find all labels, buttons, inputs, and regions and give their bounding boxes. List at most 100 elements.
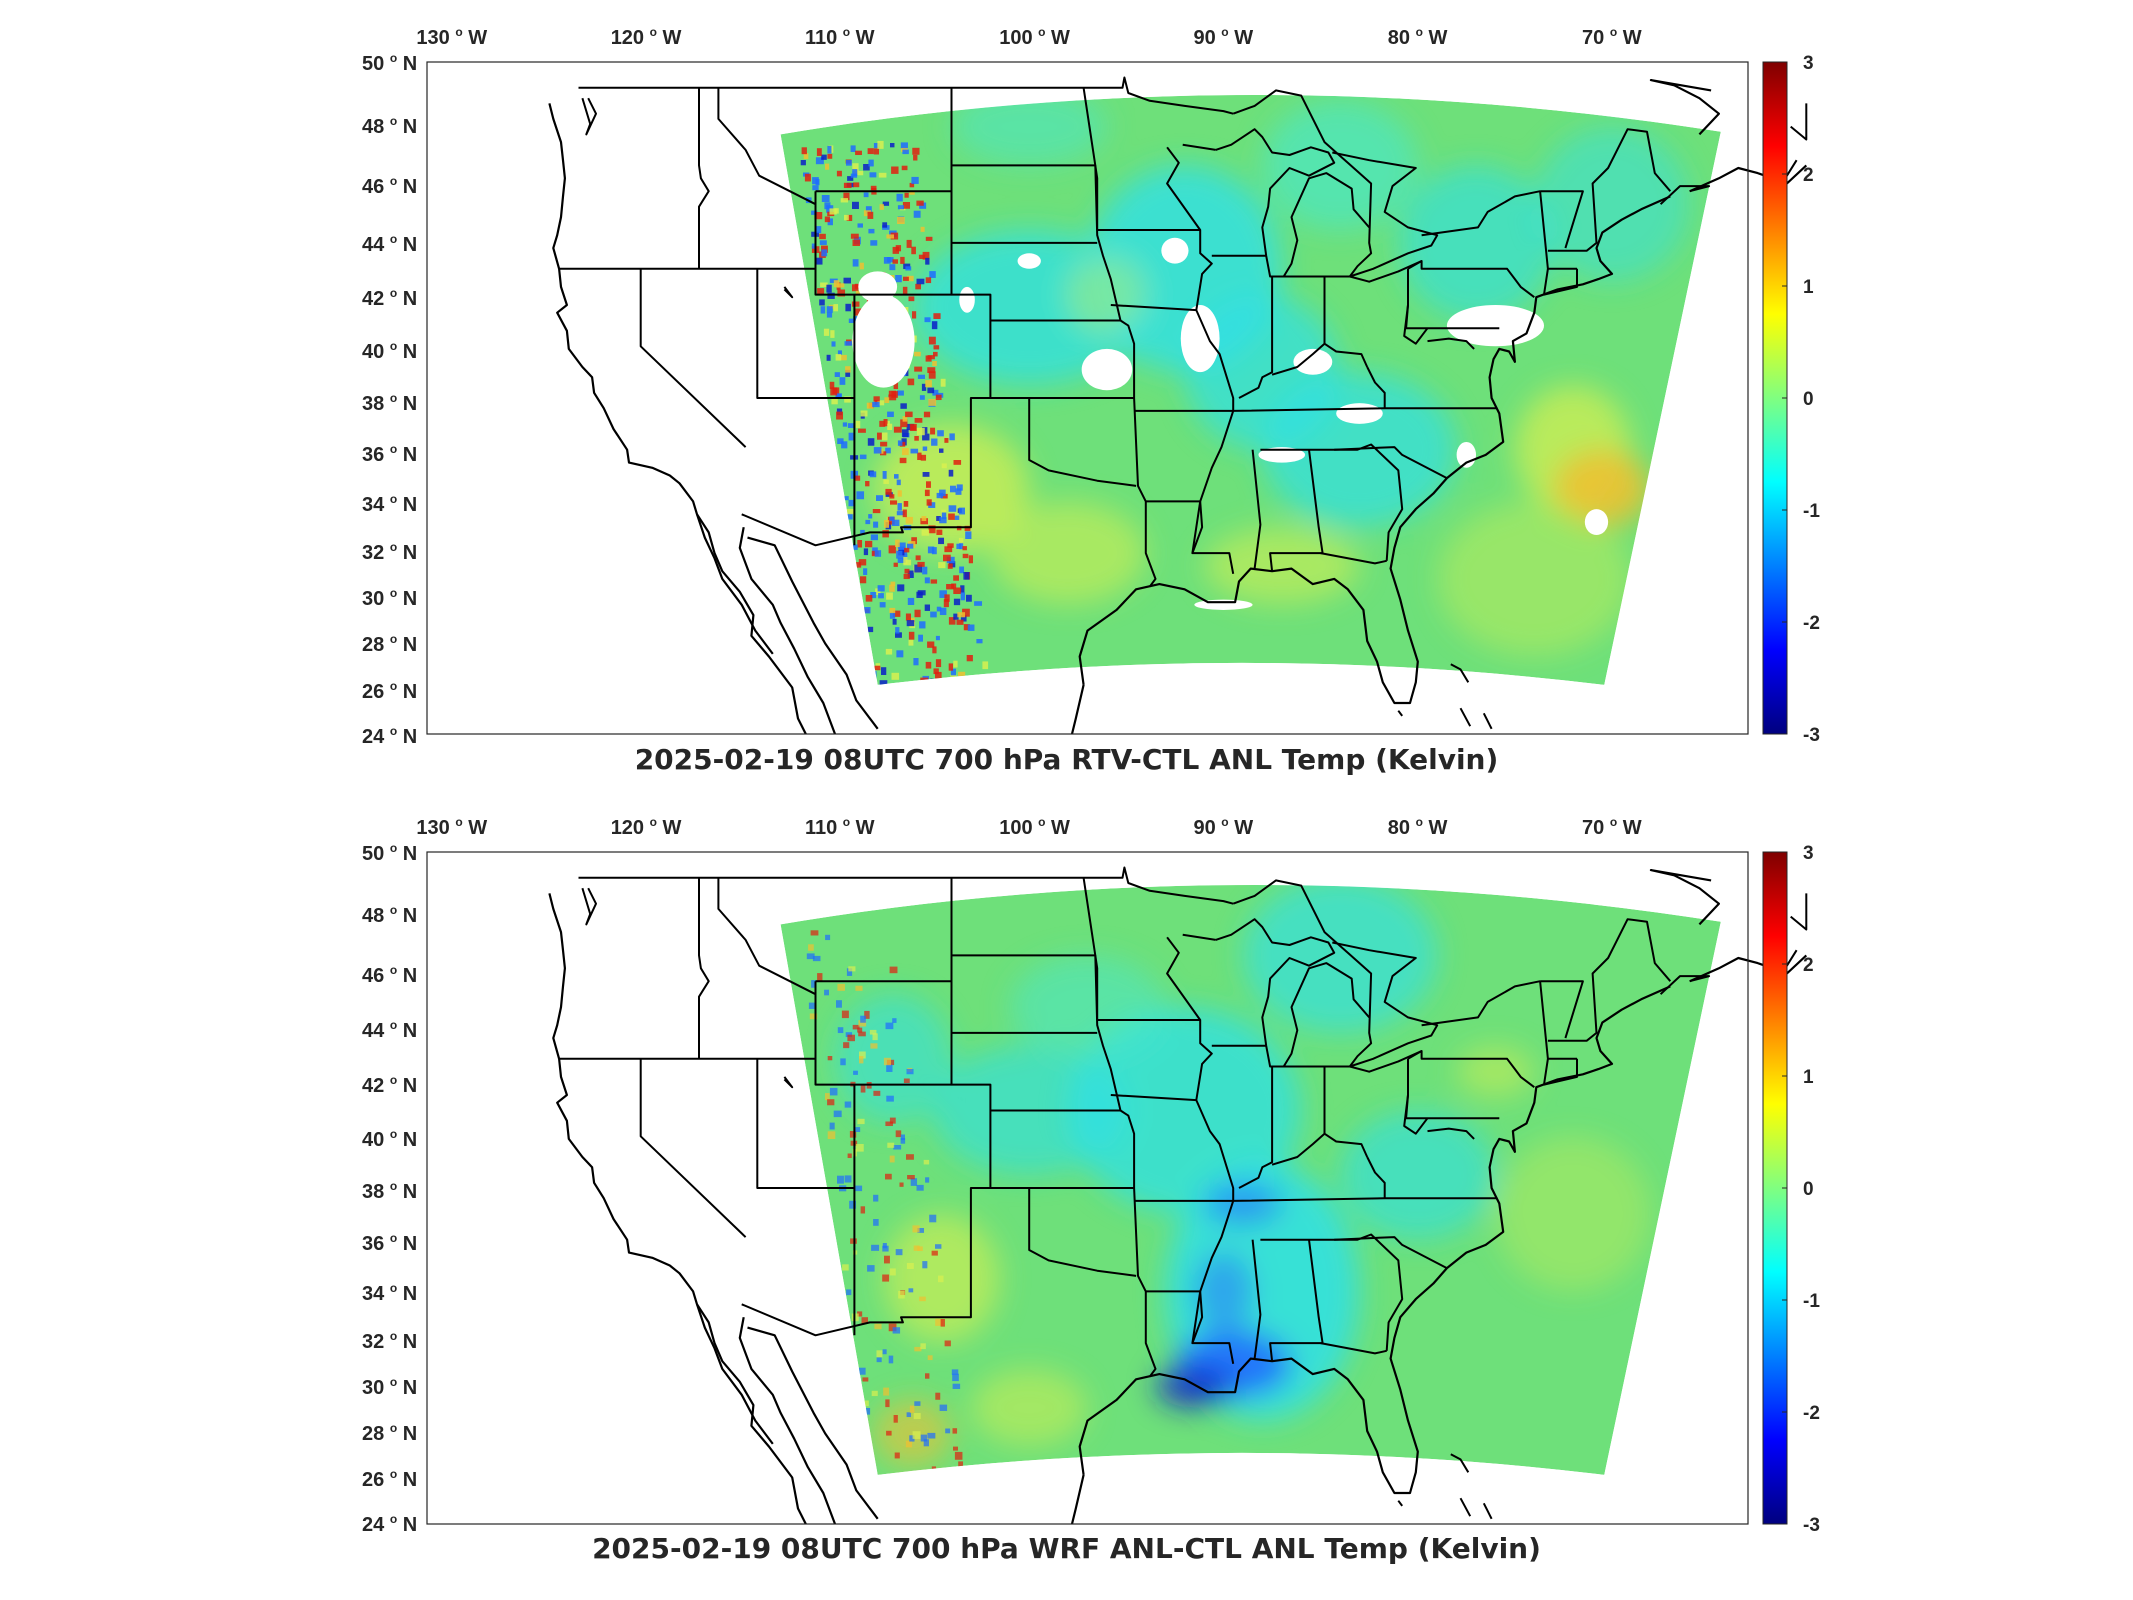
noise-speck [869, 471, 877, 478]
state-border [1094, 955, 1136, 1188]
noise-speck [959, 566, 965, 574]
noise-speck [905, 266, 912, 271]
noise-speck [954, 1451, 963, 1460]
noise-speck [846, 508, 855, 515]
noise-speck [896, 550, 903, 559]
noise-speck [938, 562, 946, 569]
state-border [698, 87, 710, 269]
noise-speck [858, 1031, 866, 1037]
noise-speck [933, 351, 938, 357]
noise-speck [863, 548, 869, 556]
noise-speck [957, 671, 966, 677]
noise-speck [923, 1439, 929, 1447]
noise-speck [929, 271, 936, 278]
state-border [1421, 190, 1541, 237]
noise-speck [882, 1243, 887, 1249]
noise-speck [846, 1289, 852, 1296]
noise-speck [882, 201, 890, 206]
noise-speck [959, 542, 964, 550]
noise-speck [872, 1033, 878, 1041]
noise-speck [897, 390, 904, 396]
noise-speck [909, 190, 915, 195]
noise-speck [881, 432, 888, 441]
latitude-tick-label: 42 o N [362, 286, 417, 310]
noise-speck [887, 257, 894, 263]
noise-speck [821, 249, 828, 257]
noise-speck [869, 678, 875, 685]
anomaly-patch [1398, 165, 1554, 321]
noise-speck [868, 228, 875, 234]
noise-speck [882, 1274, 890, 1282]
noise-speck [835, 354, 842, 361]
noise-speck [843, 182, 852, 189]
anomaly-patch [951, 94, 1107, 166]
noise-speck [886, 1064, 893, 1072]
noise-speck [894, 1452, 900, 1459]
state-border [717, 87, 817, 269]
noise-speck [892, 259, 898, 264]
noise-speck [903, 557, 908, 565]
noise-speck [962, 608, 970, 617]
noise-speck [897, 503, 902, 511]
noise-speck [914, 436, 919, 441]
latitude-tick-label: 26 o N [362, 1467, 417, 1491]
noise-speck [844, 1101, 852, 1108]
noise-speck [893, 562, 898, 567]
noise-speck [900, 256, 905, 264]
noise-speck [806, 953, 815, 960]
noise-speck [821, 245, 828, 253]
noise-speck [857, 1311, 863, 1317]
noise-speck [936, 516, 941, 521]
noise-speck [812, 955, 821, 962]
noise-speck [848, 318, 854, 323]
noise-speck [852, 239, 860, 246]
noise-speck [913, 1245, 920, 1251]
noise-speck [809, 1013, 818, 1020]
noise-speck [895, 627, 900, 634]
noise-speck [826, 306, 833, 313]
noise-speck [816, 148, 822, 156]
noise-speck [848, 966, 856, 972]
noise-speck [930, 678, 935, 683]
noise-speck [939, 590, 947, 598]
noise-speck [882, 222, 888, 228]
noise-speck [888, 1355, 894, 1364]
noise-speck [927, 1432, 936, 1439]
noise-speck [872, 509, 881, 514]
state-border [1482, 712, 1493, 730]
latitude-tick-label: 30 o N [362, 586, 417, 610]
noise-speck [888, 1323, 897, 1332]
longitude-tick-label: 80 o W [1388, 815, 1448, 839]
noise-speck [905, 411, 913, 418]
noise-speck [927, 641, 935, 648]
noise-speck [968, 555, 974, 564]
noise-speck [939, 607, 947, 616]
coastline [1070, 684, 1085, 735]
noise-speck [855, 290, 861, 296]
noise-speck [854, 562, 862, 568]
state-border [581, 97, 597, 136]
noise-speck [895, 1130, 902, 1138]
noise-speck [917, 561, 925, 567]
noise-speck [820, 306, 826, 314]
noise-speck [827, 145, 832, 154]
noise-speck [913, 154, 918, 161]
noise-speck [940, 493, 948, 499]
noise-speck [808, 1002, 816, 1009]
noise-speck [812, 177, 819, 185]
noise-speck [903, 573, 910, 580]
noise-speck [963, 624, 970, 631]
noise-speck [863, 164, 870, 171]
state-border [1403, 304, 1429, 345]
noise-speck [860, 1085, 866, 1093]
noise-speck [935, 394, 942, 401]
state-border [698, 877, 710, 1059]
noise-speck [848, 499, 854, 507]
noise-speck [936, 606, 942, 612]
noise-speck [853, 1070, 858, 1075]
noise-speck [884, 397, 890, 404]
noise-speck [814, 257, 823, 265]
noise-speck [955, 488, 962, 495]
noise-speck [896, 193, 903, 202]
noise-speck [837, 438, 844, 444]
